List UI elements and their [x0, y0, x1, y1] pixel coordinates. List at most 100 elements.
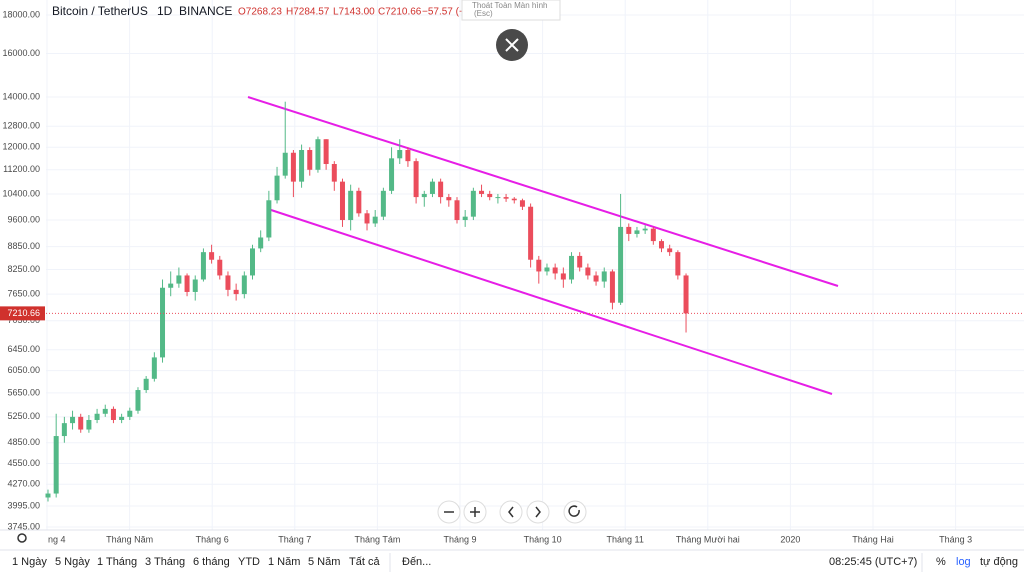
settings-icon[interactable] — [17, 533, 27, 543]
tooltip-key: (Esc) — [474, 9, 493, 18]
x-tick-label: Tháng Tám — [354, 534, 400, 544]
candle-body — [618, 226, 624, 303]
candle-body — [143, 378, 149, 391]
candle-body — [61, 423, 67, 437]
y-tick-label: 3745.00 — [7, 521, 40, 531]
candle-body — [511, 198, 517, 201]
range-button[interactable]: 5 Ngày — [55, 556, 90, 568]
grid — [46, 0, 1024, 530]
candle-body — [151, 357, 157, 379]
ohlc-close: C7210.66 — [378, 7, 422, 18]
candle-body — [348, 190, 354, 221]
x-tick-label: Tháng Hai — [852, 534, 894, 544]
candle-body — [642, 228, 648, 231]
candle-body — [192, 279, 198, 292]
y-tick-label: 4550.00 — [7, 458, 40, 468]
zoom-controls[interactable] — [437, 500, 587, 524]
y-tick-label: 11200.00 — [3, 164, 40, 174]
candle-body — [364, 213, 370, 224]
candle-body — [389, 158, 395, 191]
channel-lower — [267, 208, 833, 395]
candle-body — [536, 259, 542, 272]
symbol: Bitcoin / TetherUS — [52, 4, 148, 18]
candle-body — [119, 416, 125, 420]
tooltip: Thoát Toàn Màn hình (Esc) — [461, 0, 561, 21]
exit-fullscreen[interactable] — [496, 29, 528, 61]
candle-body — [479, 190, 485, 194]
candle-body — [266, 200, 272, 238]
candle-body — [667, 248, 673, 253]
header: Bitcoin / TetherUS 1D BINANCE O7268.23 H… — [52, 4, 473, 18]
candle-body — [569, 255, 575, 280]
y-tick-label: 14000.00 — [2, 91, 40, 101]
range-button[interactable]: 3 Tháng — [145, 556, 185, 568]
candle-body — [659, 241, 664, 249]
candle-body — [102, 408, 108, 414]
auto-button[interactable]: tự động — [980, 556, 1018, 568]
candle-body — [110, 408, 116, 420]
y-tick-label: 9600.00 — [7, 214, 40, 224]
candle-body — [315, 139, 321, 170]
candles — [45, 101, 1024, 502]
candle-body — [339, 181, 345, 221]
range-button[interactable]: 6 tháng — [193, 556, 230, 568]
y-tick-label: 4850.00 — [7, 437, 40, 447]
candle-body — [217, 259, 223, 276]
candle-body — [421, 193, 427, 198]
y-tick-label: 5250.00 — [7, 411, 40, 421]
tooltip-box — [461, 0, 561, 21]
y-tick-label: 5650.00 — [7, 387, 40, 397]
candle-body — [601, 271, 607, 282]
time: 08:25:45 (UTC+7) — [829, 556, 917, 568]
x-tick-label: Tháng Năm — [106, 534, 153, 544]
candle-body — [397, 150, 403, 159]
range-button[interactable]: 1 Tháng — [97, 556, 137, 568]
goto-button[interactable]: Đến... — [402, 556, 431, 568]
range-button[interactable]: Tất cả — [349, 556, 380, 568]
toolbar: 1 Ngày 5 Ngày 1 Tháng 3 Tháng 6 tháng YTD 1 Nă… — [12, 553, 1018, 572]
candle-body — [86, 419, 92, 430]
candle-body — [675, 252, 681, 276]
candle-body — [462, 216, 468, 221]
candle-body — [413, 161, 419, 198]
x-tick-label: Tháng 9 — [443, 534, 476, 544]
candle-body — [135, 390, 141, 411]
percent-button[interactable]: % — [936, 556, 946, 568]
x-tick-label: ng 4 — [48, 534, 66, 544]
y-tick-label: 8850.00 — [7, 241, 40, 251]
tooltip-text: Thoát Toàn Màn hình — [472, 1, 547, 10]
candle-body — [683, 275, 689, 314]
candle-body — [626, 226, 632, 234]
candle-body — [577, 255, 583, 268]
candle-body — [299, 150, 305, 182]
candle-body — [438, 181, 444, 198]
range-button[interactable]: 1 Ngày — [12, 556, 47, 568]
candle-body — [323, 139, 329, 165]
candle-body — [290, 152, 296, 182]
candle-body — [127, 410, 133, 417]
candle-body — [585, 267, 591, 276]
candle-body — [70, 416, 76, 424]
candle-body — [176, 275, 182, 284]
candle-body — [634, 230, 640, 234]
candle-body — [560, 273, 566, 280]
log-button[interactable]: log — [956, 556, 971, 568]
candle-body — [45, 493, 51, 498]
y-tick-label: 3995.00 — [7, 500, 40, 510]
candle-body — [307, 150, 313, 170]
candle-body — [380, 190, 386, 217]
x-tick-label: Tháng Mười hai — [676, 534, 740, 544]
candle-body — [258, 237, 264, 249]
x-tick-label: Tháng 11 — [607, 534, 644, 544]
last-price-label: 7210.66 — [7, 308, 40, 318]
y-tick-label: 18000.00 — [2, 9, 40, 19]
ohlc-low: L7143.00 — [333, 7, 375, 18]
y-tick-label: 12000.00 — [2, 142, 40, 152]
range-button[interactable]: YTD — [238, 556, 260, 568]
range-button[interactable]: 1 Năm — [268, 556, 300, 568]
candle-body — [53, 436, 59, 494]
candle-body — [495, 197, 501, 199]
range-button[interactable]: 5 Năm — [308, 556, 340, 568]
ohlc-change: −57.57 (−0. — [422, 7, 473, 18]
